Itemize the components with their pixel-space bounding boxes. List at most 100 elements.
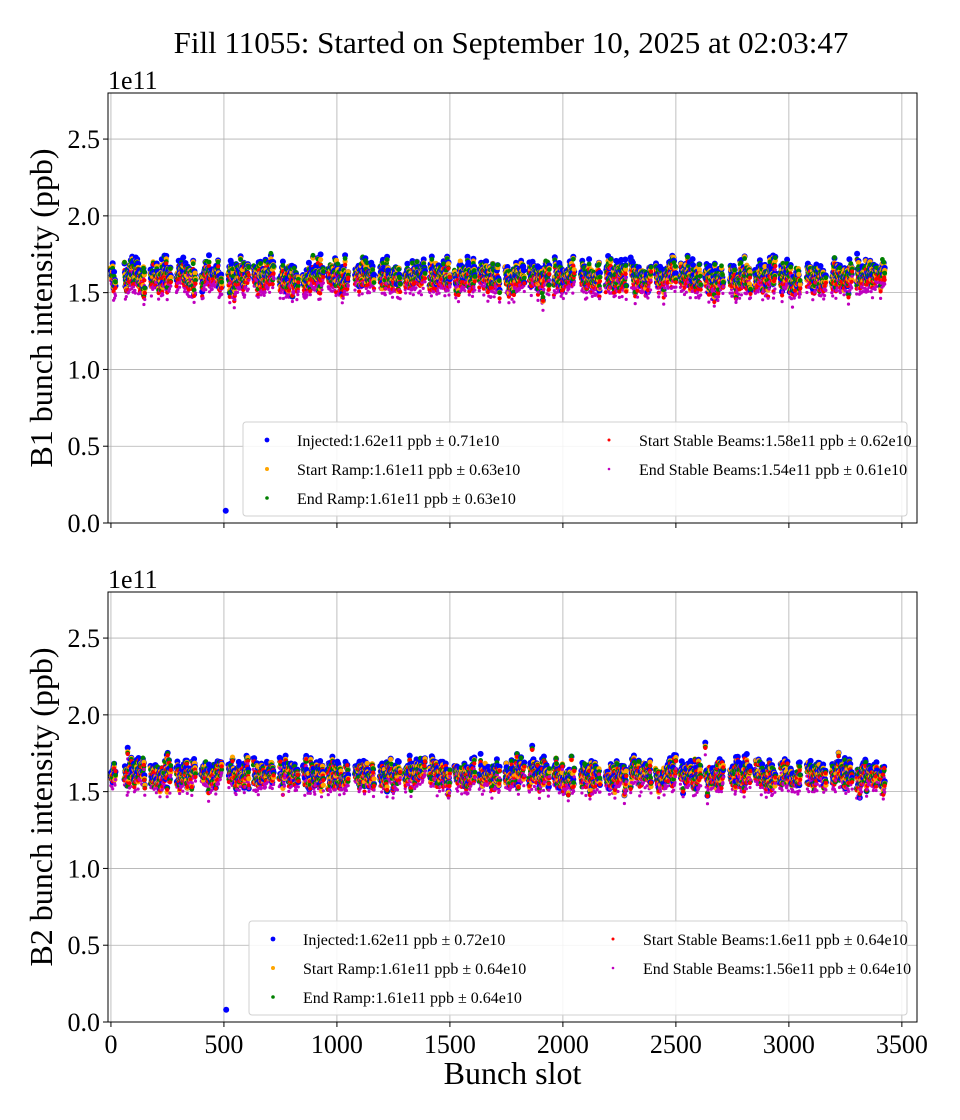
point-end-stable-beams	[489, 295, 493, 299]
point-end-stable-beams	[398, 297, 402, 301]
point-end-ramp	[113, 279, 118, 285]
point-end-stable-beams	[411, 293, 415, 297]
point-end-ramp	[623, 283, 629, 289]
point-injected	[135, 260, 142, 267]
point-end-ramp	[608, 256, 614, 262]
point-end-stable-beams	[418, 289, 422, 293]
point-end-stable-beams	[646, 292, 650, 296]
chart-title: Fill 11055: Started on September 10, 202…	[174, 25, 849, 60]
point-end-ramp	[396, 267, 402, 272]
point-end-ramp	[268, 250, 274, 256]
y-tick-label: 0.0	[68, 509, 101, 538]
point-end-ramp	[193, 278, 198, 283]
point-injected	[206, 252, 212, 259]
point-end-stable-beams	[204, 288, 208, 292]
point-end-stable-beams	[192, 300, 196, 304]
point-end-stable-beams	[353, 288, 357, 292]
point-end-ramp	[168, 266, 173, 271]
point-end-stable-beams	[321, 281, 325, 285]
point-start-stable-beams	[164, 261, 169, 266]
point-start-stable-beams	[522, 281, 527, 286]
point-start-stable-beams	[246, 272, 251, 278]
point-start-ramp	[318, 257, 324, 263]
point-end-stable-beams	[295, 298, 299, 302]
point-end-stable-beams	[167, 289, 171, 293]
point-end-stable-beams	[437, 291, 441, 295]
point-end-stable-beams	[372, 288, 376, 293]
point-end-stable-beams	[443, 294, 447, 298]
point-end-stable-beams	[271, 286, 275, 290]
point-end-stable-beams	[624, 297, 628, 301]
point-end-stable-beams	[165, 298, 169, 302]
point-end-ramp	[422, 271, 428, 276]
point-start-stable-beams	[497, 296, 502, 301]
point-start-stable-beams	[540, 298, 546, 303]
point-end-stable-beams	[113, 296, 117, 300]
point-start-stable-beams	[192, 293, 197, 298]
point-end-stable-beams	[390, 295, 395, 299]
point-end-ramp	[335, 261, 341, 267]
point-end-ramp	[310, 252, 316, 258]
point-end-stable-beams	[649, 288, 653, 292]
point-end-ramp	[384, 257, 390, 262]
point-injected	[180, 254, 187, 261]
point-end-stable-beams	[463, 289, 467, 293]
point-start-stable-beams	[546, 287, 552, 292]
point-start-stable-beams	[193, 281, 198, 286]
point-end-stable-beams	[193, 291, 198, 295]
point-end-stable-beams	[341, 296, 345, 300]
point-end-stable-beams	[149, 294, 153, 298]
point-start-stable-beams	[256, 292, 261, 297]
point-end-ramp	[397, 281, 403, 287]
point-start-stable-beams	[296, 280, 301, 285]
point-start-stable-beams	[142, 290, 147, 295]
point-end-ramp	[215, 259, 221, 265]
point-end-stable-beams	[663, 286, 667, 290]
point-start-stable-beams	[357, 289, 362, 294]
point-end-ramp	[429, 256, 435, 262]
point-end-ramp	[206, 259, 212, 265]
point-end-stable-beams	[176, 288, 180, 292]
point-end-stable-beams	[512, 300, 516, 304]
point-end-stable-beams	[345, 292, 349, 296]
point-end-stable-beams	[131, 285, 136, 289]
point-start-stable-beams	[648, 269, 654, 274]
point-start-stable-beams	[343, 262, 348, 267]
point-end-stable-beams	[268, 290, 272, 294]
point-end-stable-beams	[584, 291, 589, 295]
point-end-stable-beams	[571, 291, 575, 295]
point-end-stable-beams	[278, 296, 282, 300]
point-end-ramp	[414, 259, 420, 265]
point-end-ramp	[521, 275, 527, 281]
point-end-stable-beams	[436, 288, 440, 293]
point-injected	[520, 267, 527, 274]
point-end-stable-beams	[201, 296, 205, 300]
point-end-stable-beams	[262, 293, 266, 297]
point-end-stable-beams	[564, 291, 568, 295]
data-points	[107, 250, 888, 514]
point-start-stable-beams	[168, 280, 173, 285]
point-end-stable-beams	[296, 293, 300, 297]
point-end-stable-beams	[657, 291, 661, 295]
point-end-stable-beams	[161, 293, 165, 297]
point-end-stable-beams	[235, 290, 240, 294]
point-end-ramp	[246, 264, 252, 270]
point-end-stable-beams	[346, 284, 350, 288]
point-end-stable-beams	[567, 287, 571, 291]
point-end-stable-beams	[473, 288, 477, 292]
point-end-ramp	[258, 261, 263, 266]
point-end-stable-beams	[408, 291, 412, 295]
point-end-stable-beams	[272, 277, 276, 281]
point-end-stable-beams	[646, 296, 650, 300]
point-end-stable-beams	[613, 294, 617, 298]
point-end-ramp	[495, 262, 501, 268]
point-end-stable-beams	[507, 301, 511, 305]
point-end-stable-beams	[318, 297, 322, 301]
point-end-ramp	[141, 265, 146, 271]
point-end-stable-beams	[472, 285, 476, 289]
point-start-stable-beams	[597, 279, 603, 284]
point-end-stable-beams	[598, 286, 602, 291]
point-end-stable-beams	[624, 276, 628, 280]
point-end-stable-beams	[585, 296, 589, 300]
